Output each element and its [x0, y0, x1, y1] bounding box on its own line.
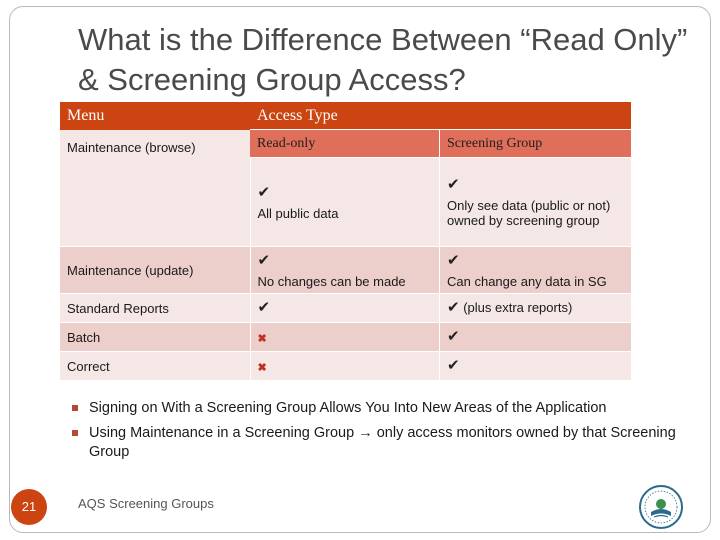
cell-screening-group: ✔ (plus extra reports)	[439, 293, 631, 323]
bullet-text: Signing on With a Screening Group Allows…	[89, 400, 607, 416]
check-icon: ✔	[447, 328, 460, 345]
bullet-text: Using Maintenance in a Screening Group →…	[89, 425, 676, 460]
cell-text: Only see data (public or not) owned by s…	[447, 198, 611, 228]
cell-read-only: ✖	[249, 351, 440, 380]
header-menu: Menu	[60, 102, 250, 130]
bullet-square-icon	[72, 405, 78, 411]
cell-text: Can change any data in SG	[447, 273, 607, 289]
check-icon: ✔	[447, 299, 460, 316]
header-access-type: Access Type	[250, 102, 631, 130]
cell-screening-group: ✔	[439, 351, 631, 380]
table-row: ✔ All public data ✔ Only see data (publi…	[60, 157, 631, 247]
table-row: Correct ✖ ✔	[60, 351, 631, 380]
cell-text: No changes can be made	[257, 273, 406, 289]
slide-title: What is the Difference Between “Read Onl…	[78, 22, 688, 97]
check-icon: ✔	[257, 251, 271, 269]
cell-text: (plus extra reports)	[459, 300, 573, 315]
row-menu-correct: Correct	[60, 351, 250, 380]
bullet-square-icon	[72, 430, 78, 436]
cross-icon: ✖	[257, 361, 267, 374]
slide-frame	[9, 6, 711, 533]
access-comparison-table: Menu Access Type Maintenance (browse) Re…	[60, 102, 631, 380]
table-row: Maintenance (update) ✔ No changes can be…	[60, 246, 631, 294]
list-item: Signing on With a Screening Group Allows…	[72, 399, 692, 418]
cell-screening-group: ✔	[439, 322, 631, 352]
epa-seal-logo	[639, 485, 683, 529]
row-menu-batch: Batch	[60, 322, 250, 352]
table-row: Standard Reports ✔ ✔ (plus extra reports…	[60, 293, 631, 323]
check-icon: ✔	[447, 251, 460, 269]
table-header-row: Menu Access Type	[60, 102, 631, 130]
row-menu-maintenance-browse: Maintenance (browse)	[60, 129, 250, 247]
table-subheader-row: Maintenance (browse) Read-only Screening…	[60, 129, 631, 247]
cell-screening-group: ✔ Can change any data in SG	[439, 246, 631, 294]
cross-icon: ✖	[257, 332, 267, 345]
cell-read-only: ✖	[249, 322, 440, 352]
table-row: Batch ✖ ✔	[60, 322, 631, 352]
check-icon: ✔	[257, 183, 271, 201]
header-screening-group: Screening Group	[439, 129, 631, 158]
page-number-badge: 21	[11, 489, 47, 525]
row-menu-standard-reports: Standard Reports	[60, 293, 250, 323]
check-icon: ✔	[447, 176, 460, 193]
cell-screening-group: ✔ Only see data (public or not) owned by…	[439, 157, 631, 247]
cell-text: All public data	[257, 205, 339, 221]
list-item: Using Maintenance in a Screening Group →…	[72, 424, 692, 462]
header-read-only: Read-only	[250, 129, 440, 158]
bullet-list: Signing on With a Screening Group Allows…	[72, 399, 692, 468]
cell-read-only: ✔ All public data	[249, 157, 440, 247]
check-icon: ✔	[257, 299, 271, 316]
check-icon: ✔	[447, 357, 460, 374]
footer-text: AQS Screening Groups	[78, 496, 214, 511]
cell-read-only: ✔	[249, 293, 440, 323]
cell-read-only: ✔ No changes can be made	[249, 246, 440, 294]
row-menu-maintenance-update: Maintenance (update)	[60, 246, 250, 294]
